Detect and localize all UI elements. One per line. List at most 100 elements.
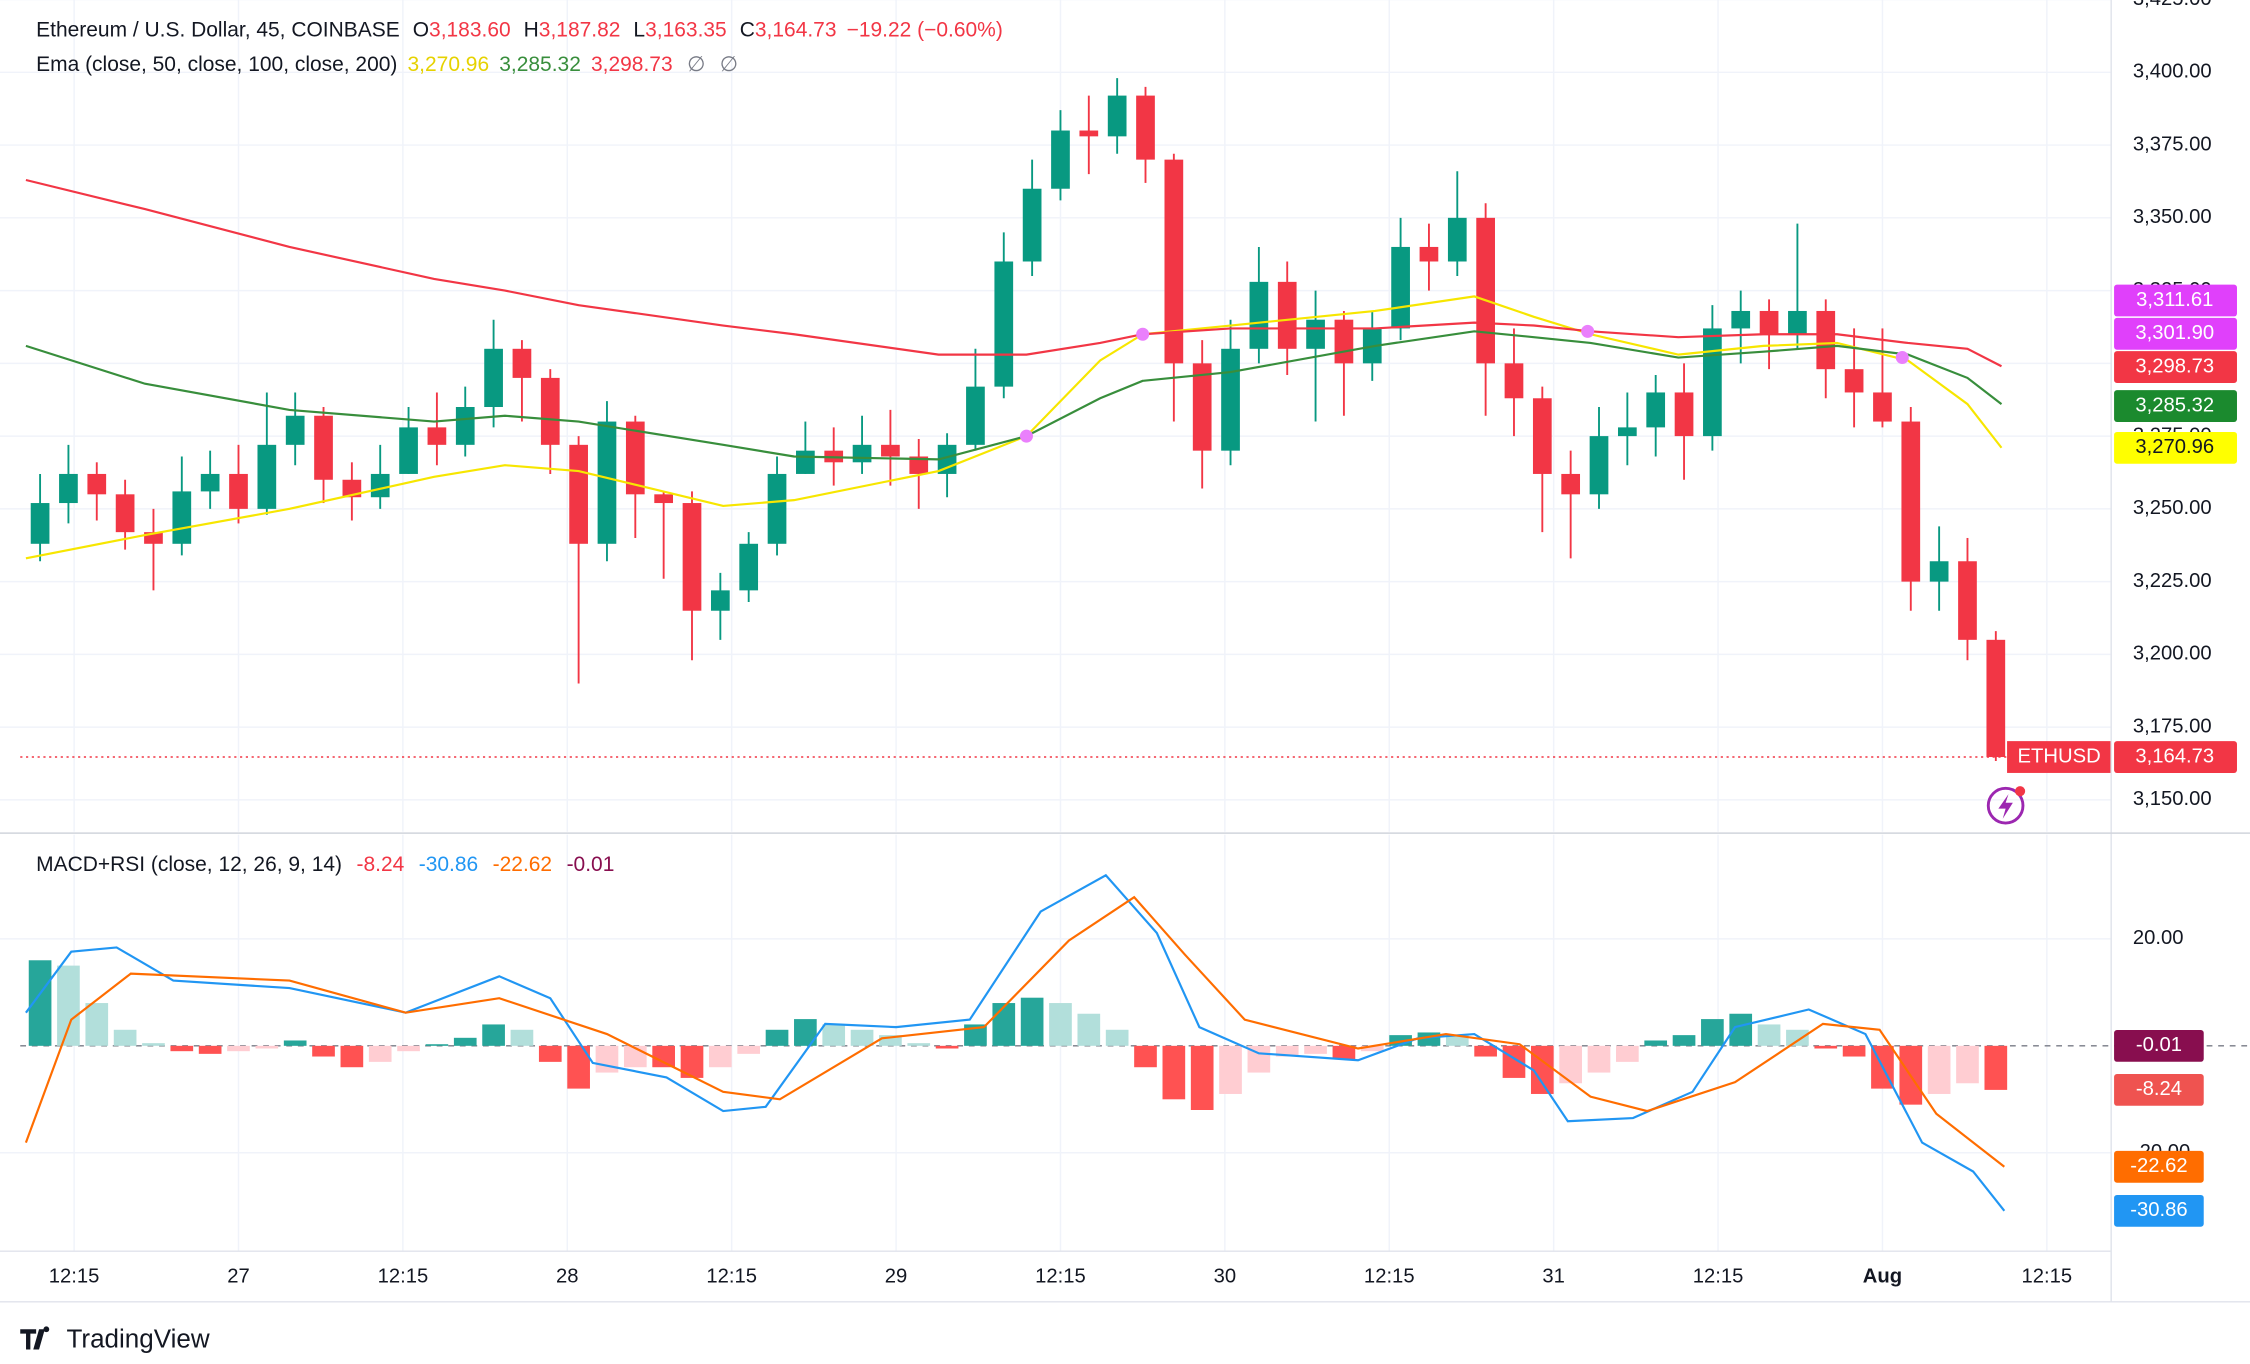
axes: 3,150.00 3,175.00 3,200.00 3,225.00 3,250.00…: [20, 0, 2237, 1288]
symbol-tag-bg: [2007, 741, 2112, 773]
y-tick-label: 3,350.00: [2133, 206, 2212, 228]
histogram-bar: [737, 1045, 761, 1054]
histogram-bar: [482, 1024, 505, 1046]
indicator-extra: ∅: [687, 53, 705, 76]
candle-body: [1192, 363, 1212, 451]
price-tag: [2114, 741, 2237, 773]
histogram-bar: [1502, 1045, 1526, 1078]
histogram-bar: [312, 1045, 335, 1057]
ohlc-key: L: [633, 18, 645, 41]
candle-body: [1901, 421, 1921, 582]
candle-body: [1447, 217, 1467, 262]
price-tag-label: 3,298.73: [2135, 355, 2214, 377]
candle-body: [852, 444, 872, 463]
histogram-bar: [142, 1043, 165, 1046]
candle-body: [881, 444, 900, 457]
histogram-bar: [765, 1029, 789, 1046]
histogram-bar: [1445, 1035, 1469, 1046]
histogram-bar: [1842, 1045, 1866, 1057]
histogram-bar: [1077, 1013, 1101, 1046]
x-tick-label: 30: [1214, 1266, 1237, 1288]
histogram-bar: [1474, 1045, 1497, 1057]
candle-body: [1731, 310, 1751, 329]
histogram-bar: [709, 1045, 732, 1068]
candle-body: [1051, 130, 1070, 189]
histogram-bar: [368, 1045, 392, 1062]
histogram-bar: [794, 1019, 817, 1046]
candle-body: [1164, 159, 1184, 364]
candle-body: [710, 590, 730, 611]
histogram-bar: [227, 1045, 250, 1052]
histogram-bar: [652, 1045, 675, 1068]
histogram-bar: [1701, 1019, 1724, 1046]
ema-line: [25, 330, 2003, 461]
candle-body: [909, 456, 929, 474]
logo[interactable]: TradingView: [20, 1324, 210, 1354]
candle-body: [1532, 398, 1552, 474]
cross-marker: [1019, 429, 1033, 443]
candle-body: [115, 494, 135, 533]
candle-body: [144, 532, 163, 544]
candle-body: [30, 503, 50, 544]
candle-body: [59, 473, 78, 504]
histogram-bar: [113, 1029, 137, 1046]
candle-body: [767, 473, 787, 544]
histogram-bar: [595, 1045, 619, 1073]
brand-name: TradingView: [67, 1324, 210, 1354]
histogram-bar: [935, 1045, 959, 1049]
candle-body: [1929, 561, 1949, 582]
histogram-bar: [1757, 1024, 1781, 1046]
histogram-bar: [510, 1029, 534, 1046]
ohlc-value: 3,183.60: [429, 18, 511, 41]
value-tag-label: -0.01: [2136, 1034, 2182, 1056]
x-tick-label: 27: [227, 1266, 250, 1288]
histogram-bar: [28, 960, 52, 1046]
histogram-bar: [255, 1045, 279, 1049]
histogram-bar: [85, 1003, 109, 1046]
candle-body: [1873, 392, 1892, 422]
histogram-bar: [850, 1029, 874, 1046]
candle-body: [484, 348, 503, 408]
indicator-value: 3,298.73: [591, 53, 673, 76]
candle-body: [1788, 310, 1807, 335]
histogram-bar: [1162, 1045, 1186, 1100]
candle-body: [569, 444, 588, 544]
candle-body: [399, 427, 418, 474]
price-tag-label: 3,270.96: [2135, 436, 2214, 458]
y-tick-label: 3,175.00: [2133, 715, 2212, 737]
histogram-bar: [453, 1037, 477, 1046]
x-tick-label: 12:15: [1364, 1266, 1415, 1288]
price-tag: [2114, 431, 2237, 464]
x-tick-label: 12:15: [378, 1266, 429, 1288]
candle-body: [1022, 188, 1042, 262]
candle-body: [172, 491, 192, 544]
histogram-bar: [283, 1040, 307, 1046]
change: −19.22 (−0.60%): [847, 18, 1003, 41]
ohlc-value: 3,187.82: [539, 18, 621, 41]
value-tag: [2114, 1150, 2204, 1183]
indicator-title: Ema (close, 50, close, 100, close, 200): [36, 53, 397, 76]
histogram-bar: [1332, 1045, 1356, 1060]
candle-body: [1816, 310, 1836, 370]
histogram-bar: [1786, 1029, 1809, 1046]
candle-body: [1136, 95, 1155, 160]
histogram-bar: [198, 1045, 222, 1054]
histogram-bar: [1247, 1045, 1271, 1073]
y-tick-label: 3,375.00: [2133, 133, 2212, 155]
alert-icon[interactable]: [1986, 786, 2026, 825]
histogram-bar: [1134, 1045, 1157, 1068]
histogram-bar: [1275, 1045, 1299, 1057]
histogram-bar: [1984, 1045, 2008, 1090]
candle-body: [1589, 436, 1609, 495]
price-tag-label: 3,311.61: [2136, 289, 2213, 311]
candle-body: [512, 348, 532, 378]
candle-body: [994, 261, 1014, 387]
histogram-bar: [1219, 1045, 1242, 1094]
y-tick-label: 3,425.00: [2133, 0, 2212, 10]
candle-body: [87, 473, 107, 495]
histogram-bar: [1729, 1013, 1753, 1046]
price-tag: [2114, 317, 2237, 350]
y-tick-label: 20.00: [2133, 927, 2184, 949]
indicator-value: -8.24: [356, 853, 404, 876]
